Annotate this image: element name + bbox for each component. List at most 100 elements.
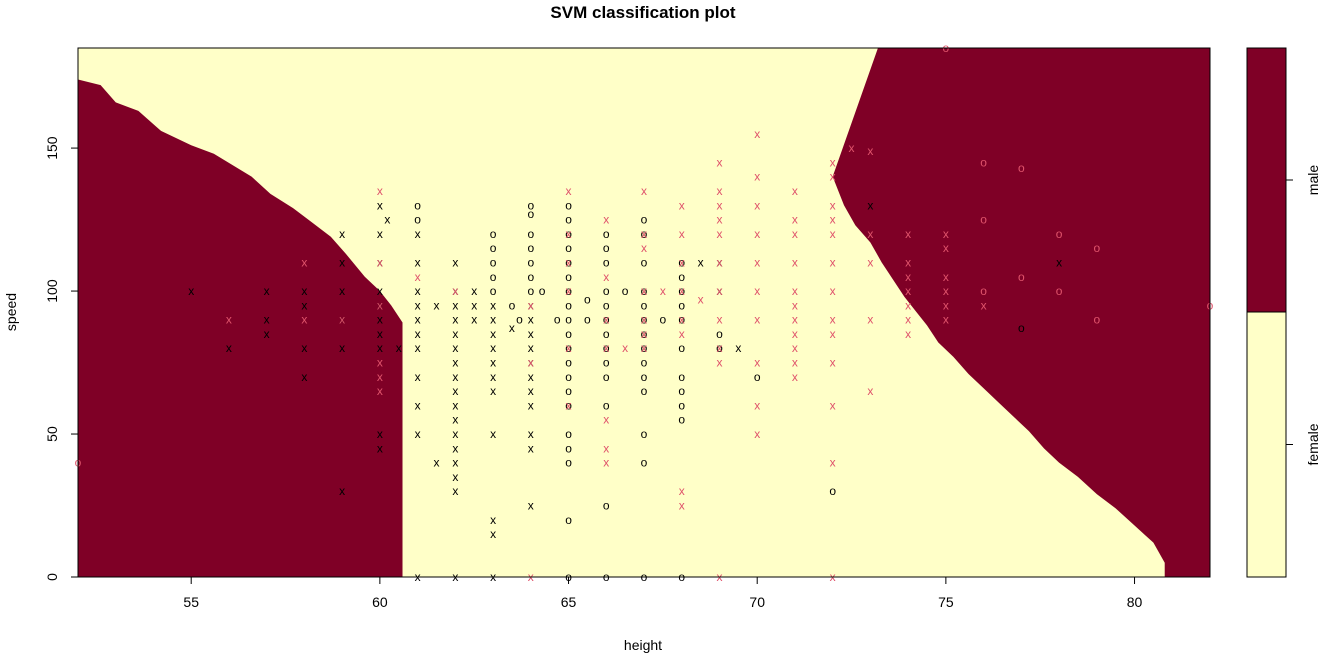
red-point-x: x [830, 227, 836, 241]
red-point-x: x [792, 184, 798, 198]
black-point-x: x [490, 298, 496, 312]
black-point-x: x [188, 284, 194, 298]
black-point-o: o [641, 427, 648, 441]
red-point-x: x [943, 241, 949, 255]
black-point-o: o [641, 341, 648, 355]
black-point-x: x [415, 370, 421, 384]
black-point-x: x [415, 255, 421, 269]
red-point-x: x [603, 441, 609, 455]
black-point-x: x [377, 255, 383, 269]
black-point-x: x [528, 313, 534, 327]
red-point-x: x [905, 227, 911, 241]
red-point-x: x [792, 370, 798, 384]
red-point-x: x [905, 327, 911, 341]
red-point-x: x [641, 341, 647, 355]
red-point-x: x [792, 341, 798, 355]
black-point-o: o [554, 313, 561, 327]
red-point-x: x [679, 499, 685, 513]
red-point-x: x [566, 184, 572, 198]
black-point-o: o [678, 398, 685, 412]
x-tick-label: 60 [372, 594, 388, 610]
black-point-o: o [660, 313, 667, 327]
black-point-o: o [678, 270, 685, 284]
x-tick-label: 75 [938, 594, 954, 610]
black-point-x: x [452, 413, 458, 427]
black-point-x: x [301, 298, 307, 312]
x-tick-label: 65 [561, 594, 577, 610]
black-point-o: o [603, 241, 610, 255]
red-point-x: x [339, 313, 345, 327]
red-point-x: x [603, 213, 609, 227]
black-point-x: x [415, 298, 421, 312]
x-tick-label: 55 [183, 594, 199, 610]
black-point-o: o [678, 341, 685, 355]
black-point-o: o [622, 284, 629, 298]
black-point-o: o [603, 298, 610, 312]
red-point-x: x [830, 356, 836, 370]
black-point-o: o [565, 398, 572, 412]
red-point-x: x [716, 198, 722, 212]
black-point-x: x [377, 341, 383, 355]
black-point-x: x [415, 341, 421, 355]
red-point-x: x [716, 255, 722, 269]
black-point-x: x [490, 341, 496, 355]
x-axis: 55 60 65 70 75 80 [183, 576, 1143, 610]
red-point-x: x [830, 313, 836, 327]
red-point-x: x [679, 327, 685, 341]
black-point-x: x [452, 370, 458, 384]
red-point-x: x [679, 484, 685, 498]
black-point-o: o [641, 255, 648, 269]
black-point-o: o [565, 441, 572, 455]
black-point-x: x [415, 227, 421, 241]
male-region-right [832, 48, 1210, 577]
red-point-x: x [377, 384, 383, 398]
black-point-o: o [565, 341, 572, 355]
black-point-o: o [603, 313, 610, 327]
black-point-o: o [641, 313, 648, 327]
black-point-x: x [528, 356, 534, 370]
red-point-x: x [660, 284, 666, 298]
black-point-x: x [528, 427, 534, 441]
black-point-o: o [490, 241, 497, 255]
red-point-x: x [377, 298, 383, 312]
red-point-x: x [830, 255, 836, 269]
black-point-o: o [565, 384, 572, 398]
red-point-x: x [867, 384, 873, 398]
red-point-x: x [830, 213, 836, 227]
black-point-x: x [716, 255, 722, 269]
red-point-o: o [980, 155, 987, 169]
color-key: female male [1246, 47, 1321, 578]
red-point-x: x [415, 270, 421, 284]
black-point-x: x [528, 384, 534, 398]
red-point-x: x [603, 456, 609, 470]
black-point-x: x [415, 327, 421, 341]
male-region-left [78, 79, 403, 578]
black-point-x: x [339, 341, 345, 355]
black-point-x: x [490, 527, 496, 541]
black-point-o: o [641, 370, 648, 384]
black-point-o: o [678, 298, 685, 312]
black-point-o: o [565, 241, 572, 255]
red-point-x: x [867, 255, 873, 269]
red-point-x: x [754, 284, 760, 298]
red-point-x: x [622, 341, 628, 355]
black-point-o: o [641, 456, 648, 470]
black-point-x: x [452, 327, 458, 341]
black-point-o: o [603, 227, 610, 241]
red-point-x: x [754, 398, 760, 412]
black-point-o: o [603, 370, 610, 384]
black-point-x: x [301, 370, 307, 384]
black-point-o: o [829, 484, 836, 498]
black-point-o: o [678, 384, 685, 398]
black-point-o: o [516, 313, 523, 327]
red-point-x: x [754, 170, 760, 184]
red-point-o: o [1093, 241, 1100, 255]
red-point-o: o [980, 213, 987, 227]
black-point-o: o [565, 313, 572, 327]
red-point-x: x [716, 284, 722, 298]
red-point-x: x [716, 184, 722, 198]
red-point-x: x [301, 313, 307, 327]
black-point-o: o [603, 499, 610, 513]
black-point-o: o [603, 327, 610, 341]
